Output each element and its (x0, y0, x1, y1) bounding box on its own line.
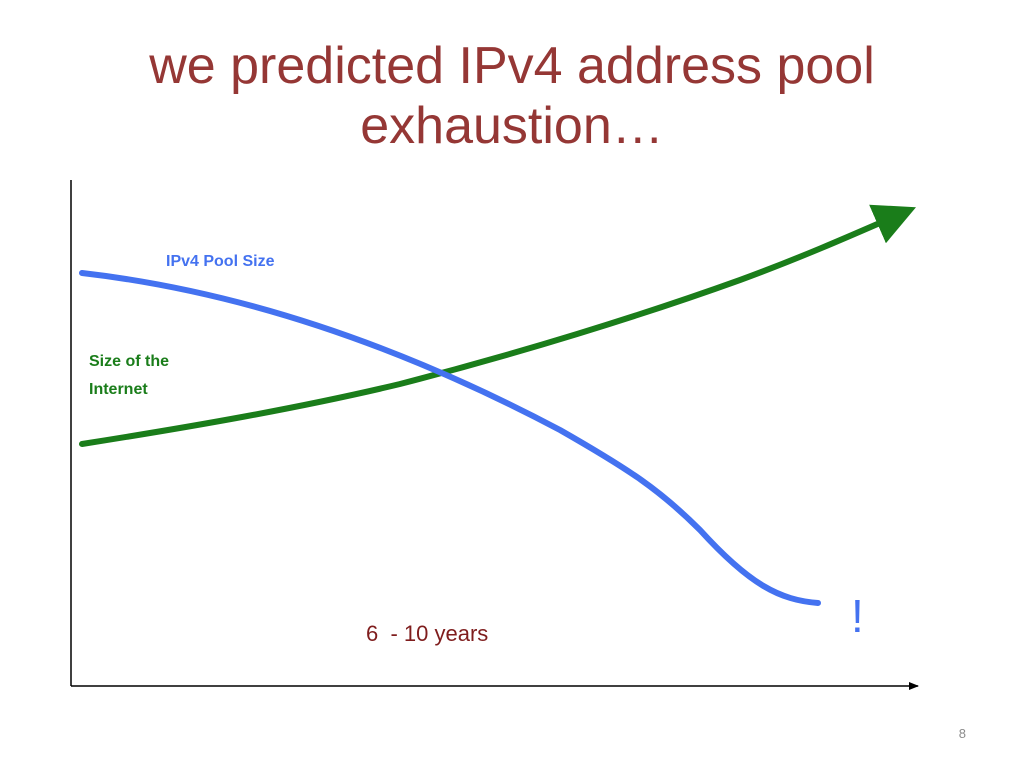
ipv4-pool-curve (79, 270, 821, 606)
internet-size-curve (79, 204, 916, 447)
internet-size-label: Size of the Internet (89, 353, 173, 398)
slide-title-line-1: we predicted IPv4 address pool (149, 37, 875, 95)
slide-title-line-2: exhaustion… (360, 97, 664, 155)
slide-title: we predicted IPv4 address pool exhaustio… (0, 36, 1024, 156)
internet-size-label-line-2: Internet (89, 381, 148, 398)
page-number: 8 (958, 726, 966, 741)
ipv4-pool-label: IPv4 Pool Size (166, 253, 275, 270)
exclamation-mark: ! (851, 590, 864, 642)
internet-size-label-line-1: Size of the (89, 353, 169, 370)
years-label: 6 - 10 years (366, 621, 488, 646)
